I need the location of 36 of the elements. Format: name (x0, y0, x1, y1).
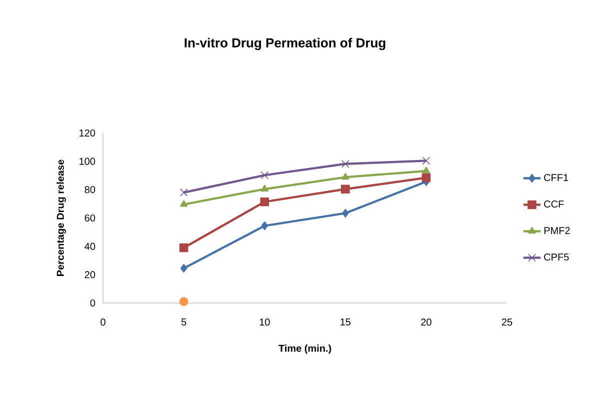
chart-title: In-vitro Drug Permeation of Drug (184, 38, 386, 50)
point (260, 171, 269, 180)
point (180, 264, 188, 273)
x-axis-title: Time (min.) (278, 344, 332, 354)
point (180, 200, 188, 207)
y-tick-label: 100 (80, 158, 96, 165)
point (260, 197, 269, 206)
x-tick-label: 0 (100, 318, 106, 326)
y-tick-label: 120 (80, 129, 96, 137)
point (180, 188, 188, 196)
point (260, 184, 268, 192)
point (342, 208, 349, 218)
point (179, 297, 188, 306)
point (422, 156, 430, 165)
x-tick-label: 20 (421, 318, 432, 326)
legend-label: CPF5 (544, 253, 569, 261)
y-tick-label: 20 (84, 271, 96, 278)
point (179, 243, 188, 252)
y-tick-label: 0 (90, 299, 96, 307)
point (261, 221, 268, 230)
legend-label: CFF1 (544, 174, 568, 182)
legend-label: CCF (544, 200, 564, 208)
legend-label: PMF2 (544, 227, 570, 234)
y-tick-label: 40 (84, 242, 96, 250)
y-tick-label: 80 (84, 186, 96, 194)
x-tick-label: 5 (181, 318, 186, 326)
point (422, 173, 431, 182)
point (342, 172, 350, 180)
y-tick-label: 60 (84, 214, 96, 222)
point (341, 160, 350, 168)
x-tick-label: 25 (502, 318, 512, 326)
point (341, 184, 350, 194)
x-tick-label: 10 (260, 318, 270, 326)
x-tick-label: 15 (340, 318, 351, 326)
point (422, 166, 430, 174)
y-axis-title: Percentage Drug release (56, 160, 66, 276)
